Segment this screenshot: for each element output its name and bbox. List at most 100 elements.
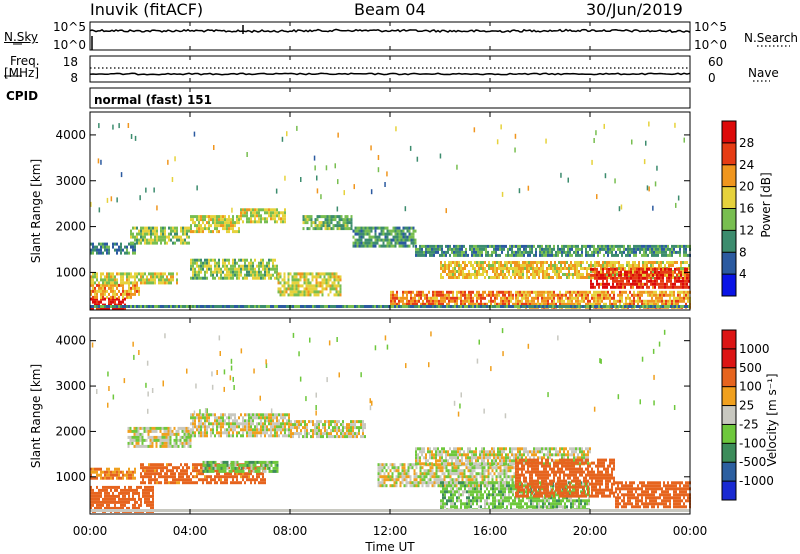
heat-cell [632,267,634,270]
heat-cell [314,221,317,225]
heat-cell [140,463,142,467]
heat-cell [327,281,330,285]
heat-cell [140,232,142,236]
heat-cell [396,241,399,245]
heat-cell [182,305,184,308]
heat-cell [154,226,156,230]
heat-cell [444,264,446,267]
heat-cell [565,290,567,294]
heat-cell [134,238,136,242]
heat-cell [534,267,536,270]
heat-cell [163,438,166,442]
heat-cell [270,267,272,271]
heat-cell [124,289,126,293]
heat-cell [358,229,361,233]
heat-cell [625,253,627,257]
heat-cell [597,290,599,294]
heat-cell [547,290,549,294]
heat-cell [134,135,137,141]
heat-cell [120,283,122,287]
heat-cell [619,250,621,254]
heat-cell [602,282,604,286]
heat-cell [637,290,639,294]
heat-cell [288,422,290,426]
heat-cell [297,272,300,276]
heat-cell [618,276,620,279]
heat-cell [112,300,114,304]
heat-cell [633,296,635,300]
heat-cell [446,273,448,276]
heat-cell [188,466,190,470]
heat-cell [116,283,118,287]
heat-cell [585,296,587,300]
heat-cell [651,293,653,297]
heat-cell [590,270,592,273]
heat-cell [518,273,520,276]
heat-cell [147,432,150,436]
heat-cell [578,270,580,273]
heat-cell [128,251,130,255]
heat-cell [520,270,522,273]
heat-cell [522,264,524,267]
heat-cell [620,305,622,308]
heat-cell [676,279,678,283]
heat-cell [680,261,682,264]
heat-cell [604,276,606,280]
heat-cell [352,420,354,424]
heat-cell [214,469,216,473]
heat-cell [354,244,357,248]
heat-cell [301,293,304,297]
heat-cell [128,242,130,246]
heat-cell [535,250,537,254]
heat-cell [629,250,631,254]
heat-cell [96,251,98,255]
heat-cell [102,488,104,492]
heat-cell [510,261,512,264]
heat-cell [94,289,96,293]
heat-cell [577,299,579,303]
heat-cell [324,218,327,222]
heat-cell [392,305,394,308]
heat-cell [551,302,553,306]
heat-cell [98,306,100,310]
heat-cell [433,244,435,248]
heat-cell [310,435,312,439]
heat-cell [522,305,524,308]
heat-cell [164,229,166,233]
heat-cell [394,296,396,300]
heat-cell [455,244,457,248]
heat-cell [330,305,332,308]
heat-cell [110,488,112,492]
heat-cell [557,247,559,251]
heat-cell [224,227,226,231]
heat-cell [138,238,140,242]
heat-cell [628,264,630,267]
heat-cell [290,423,292,427]
heat-cell [172,475,174,479]
heat-cell [424,296,426,300]
heat-cell [320,194,322,200]
heat-cell [136,286,138,290]
heat-cell [122,300,124,304]
heat-cell [159,426,162,430]
heat-cell [519,250,521,254]
power-colorbar-tick: 20 [739,180,754,194]
heat-cell [662,282,664,286]
heat-cell [648,305,650,308]
heat-cell [214,261,216,265]
heat-cell [100,470,102,474]
heat-cell [328,305,330,308]
heat-cell [102,485,104,489]
heat-cell [488,299,490,303]
heat-cell [228,425,230,429]
heat-cell [226,422,228,426]
heat-cell [280,211,282,215]
heat-cell [674,122,676,128]
heat-cell [144,305,146,308]
heat-cell [332,224,335,228]
heat-cell [266,261,268,265]
heat-cell [611,302,613,306]
heat-cell [430,302,432,306]
heat-cell [380,226,383,230]
heat-cell [134,226,136,230]
